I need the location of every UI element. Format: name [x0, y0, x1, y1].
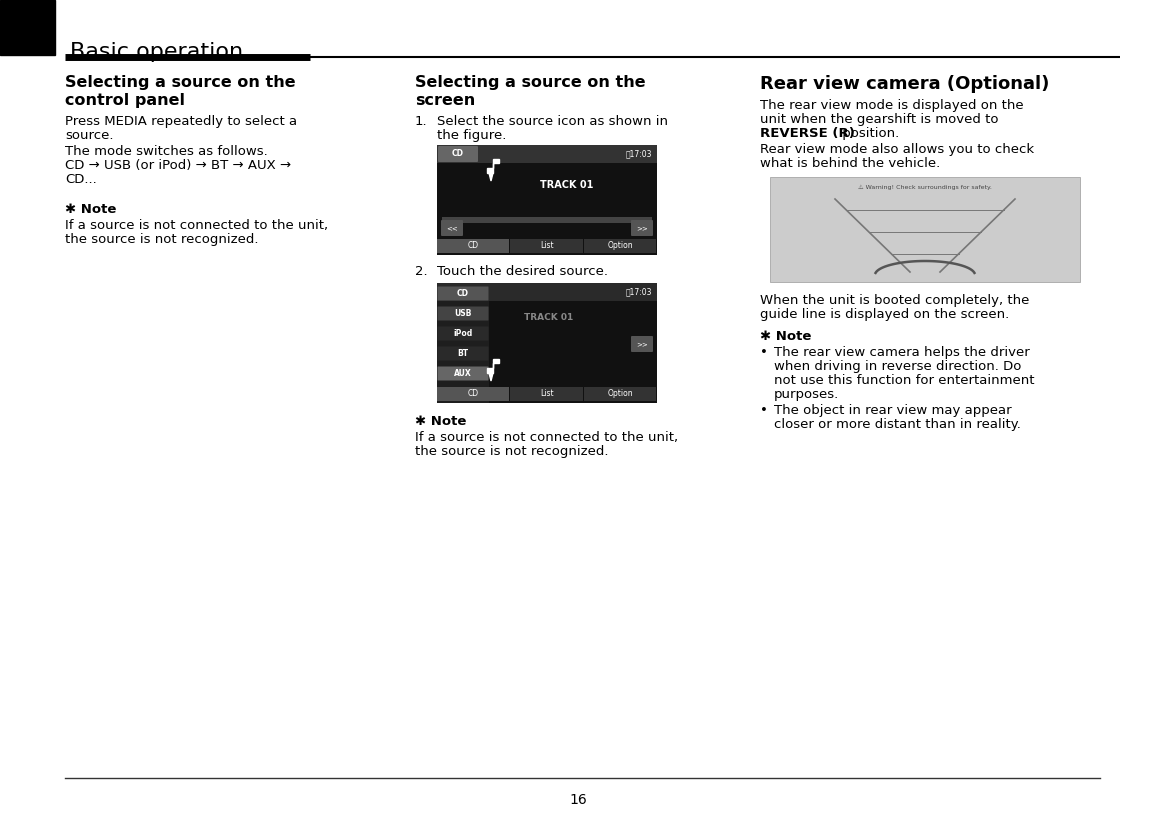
Text: •: •: [760, 404, 768, 417]
Text: TRACK 01: TRACK 01: [524, 314, 574, 323]
Text: USB: USB: [455, 308, 472, 318]
Text: ⌒17:03: ⌒17:03: [626, 288, 653, 297]
Text: CD...: CD...: [65, 173, 97, 186]
Text: closer or more distant than in reality.: closer or more distant than in reality.: [774, 418, 1020, 431]
FancyBboxPatch shape: [437, 327, 488, 341]
Text: iPod: iPod: [454, 328, 472, 337]
Text: Rear view camera (Optional): Rear view camera (Optional): [760, 75, 1049, 93]
Polygon shape: [489, 173, 493, 181]
Bar: [437, 145, 657, 255]
Text: <<: <<: [447, 225, 458, 231]
Bar: [510, 239, 583, 253]
Text: CD: CD: [452, 150, 464, 159]
Text: CD: CD: [469, 241, 479, 250]
Text: List: List: [540, 389, 554, 398]
Text: CD: CD: [469, 389, 479, 398]
FancyBboxPatch shape: [437, 286, 488, 301]
Polygon shape: [487, 359, 499, 373]
Text: REVERSE (R): REVERSE (R): [760, 127, 855, 140]
Text: ✱ Note: ✱ Note: [415, 415, 466, 428]
Text: >>: >>: [636, 341, 648, 347]
Text: Select the source icon as shown in: Select the source icon as shown in: [437, 115, 668, 128]
Bar: [437, 387, 509, 401]
Text: ✱ Note: ✱ Note: [760, 330, 811, 343]
Bar: [437, 283, 657, 403]
Text: 2.: 2.: [415, 265, 428, 278]
Bar: [771, 177, 1079, 282]
Text: the source is not recognized.: the source is not recognized.: [415, 445, 609, 458]
Text: screen: screen: [415, 93, 476, 108]
Text: guide line is displayed on the screen.: guide line is displayed on the screen.: [760, 308, 1009, 321]
Text: 16: 16: [569, 793, 587, 807]
Bar: [437, 283, 657, 301]
Text: When the unit is booted completely, the: When the unit is booted completely, the: [760, 294, 1030, 307]
Text: Selecting a source on the: Selecting a source on the: [415, 75, 646, 90]
Text: ⚠ Warning! Check surroundings for safety.: ⚠ Warning! Check surroundings for safety…: [858, 185, 992, 189]
Text: position.: position.: [838, 127, 899, 140]
Text: TRACK 01: TRACK 01: [540, 180, 594, 190]
Text: what is behind the vehicle.: what is behind the vehicle.: [760, 157, 941, 170]
Text: ✱ Note: ✱ Note: [65, 203, 117, 216]
Text: The mode switches as follows.: The mode switches as follows.: [65, 145, 267, 158]
Bar: [442, 217, 653, 223]
Text: 1.: 1.: [415, 115, 428, 128]
Polygon shape: [489, 373, 493, 381]
FancyBboxPatch shape: [437, 367, 488, 380]
Text: If a source is not connected to the unit,: If a source is not connected to the unit…: [65, 219, 329, 232]
Text: CD: CD: [457, 289, 469, 298]
Text: ⌒17:03: ⌒17:03: [626, 150, 653, 159]
Bar: [583, 239, 656, 253]
Polygon shape: [487, 159, 499, 173]
Text: BT: BT: [457, 349, 469, 358]
Text: >>: >>: [636, 225, 648, 231]
Bar: [437, 145, 657, 163]
Bar: [0, 0, 56, 55]
Text: CD → USB (or iPod) → BT → AUX →: CD → USB (or iPod) → BT → AUX →: [65, 159, 292, 172]
Text: Selecting a source on the: Selecting a source on the: [65, 75, 296, 90]
Text: unit when the gearshift is moved to: unit when the gearshift is moved to: [760, 113, 998, 126]
FancyBboxPatch shape: [631, 336, 653, 352]
Text: when driving in reverse direction. Do: when driving in reverse direction. Do: [774, 360, 1022, 373]
FancyBboxPatch shape: [437, 307, 488, 320]
FancyBboxPatch shape: [439, 146, 478, 162]
FancyBboxPatch shape: [441, 220, 463, 236]
Text: source.: source.: [65, 129, 113, 142]
Text: not use this function for entertainment: not use this function for entertainment: [774, 374, 1034, 387]
Bar: [437, 239, 509, 253]
Text: List: List: [540, 241, 554, 250]
Bar: [437, 283, 489, 403]
FancyBboxPatch shape: [437, 346, 488, 360]
Text: purposes.: purposes.: [774, 388, 839, 401]
Text: The rear view camera helps the driver: The rear view camera helps the driver: [774, 346, 1030, 359]
Text: Option: Option: [607, 241, 633, 250]
Text: •: •: [760, 346, 768, 359]
Text: AUX: AUX: [455, 368, 472, 377]
Text: The object in rear view may appear: The object in rear view may appear: [774, 404, 1011, 417]
Bar: [583, 387, 656, 401]
Bar: [510, 387, 583, 401]
Text: Touch the desired source.: Touch the desired source.: [437, 265, 607, 278]
Text: Option: Option: [607, 389, 633, 398]
Text: Rear view mode also allows you to check: Rear view mode also allows you to check: [760, 143, 1034, 156]
Text: Press MEDIA repeatedly to select a: Press MEDIA repeatedly to select a: [65, 115, 297, 128]
Text: The rear view mode is displayed on the: The rear view mode is displayed on the: [760, 99, 1024, 112]
Text: the figure.: the figure.: [437, 129, 507, 142]
FancyBboxPatch shape: [631, 220, 653, 236]
Text: Basic operation: Basic operation: [71, 42, 243, 62]
Text: the source is not recognized.: the source is not recognized.: [65, 233, 258, 246]
Text: control panel: control panel: [65, 93, 185, 108]
Text: If a source is not connected to the unit,: If a source is not connected to the unit…: [415, 431, 678, 444]
